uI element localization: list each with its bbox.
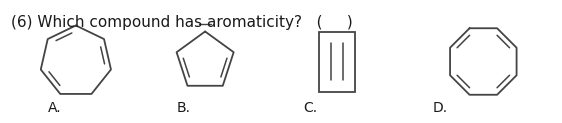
Text: D.: D. [433, 101, 448, 115]
Text: (6) Which compound has aromaticity?   (     ): (6) Which compound has aromaticity? ( ) [11, 15, 353, 30]
Text: B.: B. [177, 101, 191, 115]
Text: C.: C. [303, 101, 318, 115]
Text: A.: A. [48, 101, 61, 115]
